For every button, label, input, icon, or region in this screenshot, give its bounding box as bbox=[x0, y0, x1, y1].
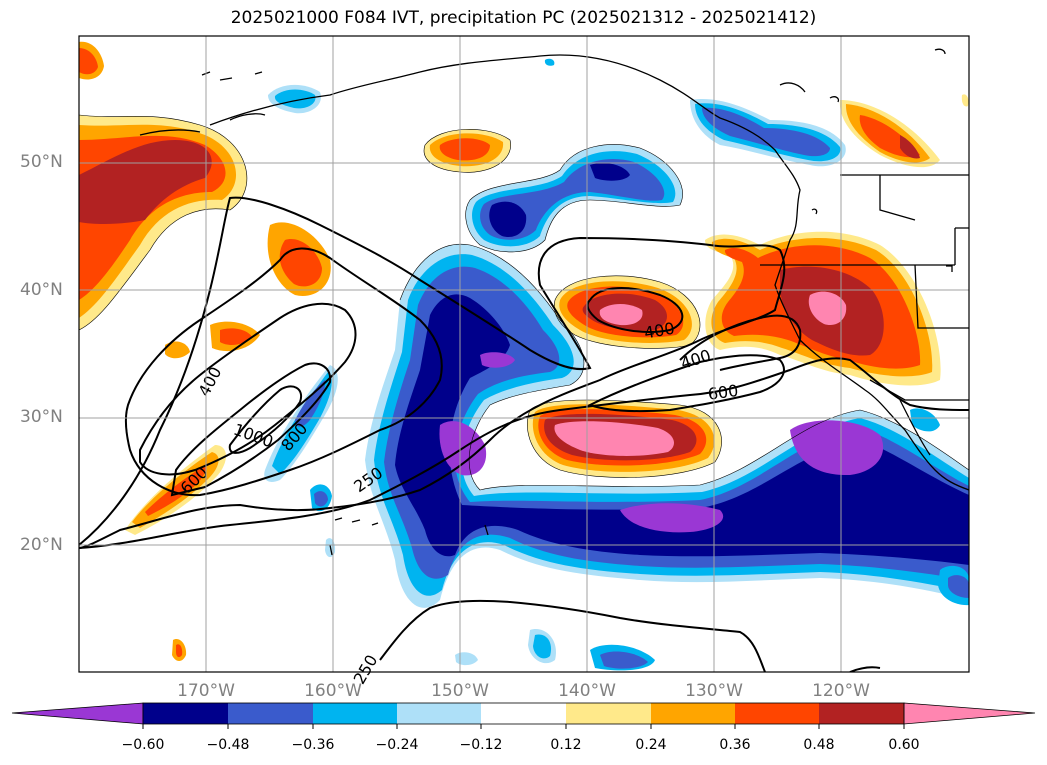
anomaly-outlines bbox=[79, 114, 969, 491]
positive-anomaly-west-coast bbox=[705, 231, 941, 386]
gridlines bbox=[79, 36, 969, 672]
colorbar-tick-label: −0.36 bbox=[291, 737, 335, 753]
colorbar-band-3 bbox=[313, 703, 397, 724]
ivt-contour-400-coast bbox=[679, 314, 802, 371]
negative-anomaly-south-spots bbox=[455, 58, 969, 671]
colorbar-tick-label: −0.60 bbox=[121, 737, 165, 753]
colorbar-band-6 bbox=[566, 703, 651, 724]
lon-label-140w: 140°W bbox=[558, 681, 616, 701]
colorbar-extend-high bbox=[903, 702, 1036, 725]
ivt-contour-250-sw bbox=[79, 357, 969, 549]
colorbar-outline bbox=[142, 702, 905, 725]
lat-label-40n: 40°N bbox=[20, 280, 63, 300]
coastlines bbox=[139, 48, 969, 556]
ivt-contour-1000-west bbox=[228, 385, 303, 454]
ivt-contour-400-east bbox=[586, 287, 684, 333]
colorbar-band-1 bbox=[143, 703, 228, 724]
colorbar-extend-low bbox=[11, 702, 144, 725]
colorbar-tick-label: 0.12 bbox=[550, 737, 582, 753]
colorbar-tick-label: 0.48 bbox=[803, 737, 835, 753]
ivt-contour-250-north bbox=[79, 196, 786, 549]
negative-anomaly-central-pacific bbox=[365, 244, 969, 608]
colorbar-tick-label: 0.36 bbox=[719, 737, 751, 753]
ivt-contour-800-west bbox=[170, 362, 332, 497]
lat-label-20n: 20°N bbox=[20, 535, 63, 555]
colorbar bbox=[11, 702, 1036, 729]
positive-anomaly-140w-30n bbox=[527, 400, 722, 478]
colorbar-band-7 bbox=[651, 703, 735, 724]
ivt-contour-600-west bbox=[139, 302, 357, 476]
colorbar-ticks bbox=[142, 724, 905, 729]
lat-label-30n: 30°N bbox=[20, 407, 63, 427]
map-frame bbox=[78, 35, 970, 673]
contour-label-400-coast: 400 bbox=[678, 346, 713, 374]
positive-anomaly-140w-38n bbox=[554, 275, 700, 349]
lon-label-160w: 160°W bbox=[304, 681, 362, 701]
map-title: 2025021000 F084 IVT, precipitation PC (2… bbox=[230, 8, 817, 28]
positive-anomaly-bc-coast bbox=[839, 100, 940, 168]
ivt-contours bbox=[79, 196, 969, 672]
negative-anomaly-160w-30n bbox=[264, 365, 338, 558]
colorbar-band-4 bbox=[397, 703, 481, 724]
positive-anomaly-top-left-edge bbox=[79, 41, 104, 80]
colorbar-band-8 bbox=[735, 703, 819, 724]
colorbar-band-2 bbox=[228, 703, 313, 724]
contour-label-600-east: 600 bbox=[707, 381, 740, 404]
positive-anomaly-northwest bbox=[79, 115, 247, 330]
ivt-contour-250-southeast bbox=[849, 666, 881, 672]
positive-anomaly-150w-52n bbox=[424, 129, 511, 173]
negative-anomaly-north-band bbox=[465, 144, 683, 252]
lon-label-150w: 150°W bbox=[431, 681, 489, 701]
precip-anomaly-fields bbox=[79, 41, 969, 671]
colorbar-tick-label: −0.24 bbox=[375, 737, 419, 753]
colorbar-band-5 bbox=[481, 703, 566, 724]
colorbar-band-9 bbox=[819, 703, 904, 724]
lon-label-170w: 170°W bbox=[177, 681, 235, 701]
ivt-contour-600-east bbox=[587, 354, 785, 413]
colorbar-tick-label: 0.60 bbox=[888, 737, 920, 753]
lat-label-50n: 50°N bbox=[20, 152, 63, 172]
ivt-contour-400-west bbox=[124, 247, 443, 497]
colorbar-tick-label: −0.12 bbox=[459, 737, 503, 753]
negative-anomaly-gulf-alaska bbox=[268, 84, 846, 167]
colorbar-tick-label: 0.24 bbox=[635, 737, 667, 753]
colorbar-tick-label: −0.48 bbox=[206, 737, 250, 753]
contour-label-400-west: 400 bbox=[194, 364, 225, 400]
lon-label-120w: 120°W bbox=[812, 681, 870, 701]
ivt-contour-250-south bbox=[379, 599, 766, 672]
positive-anomaly-160w-45n bbox=[165, 222, 331, 359]
positive-anomaly-small-spots bbox=[172, 94, 969, 662]
lon-label-130w: 130°W bbox=[685, 681, 743, 701]
